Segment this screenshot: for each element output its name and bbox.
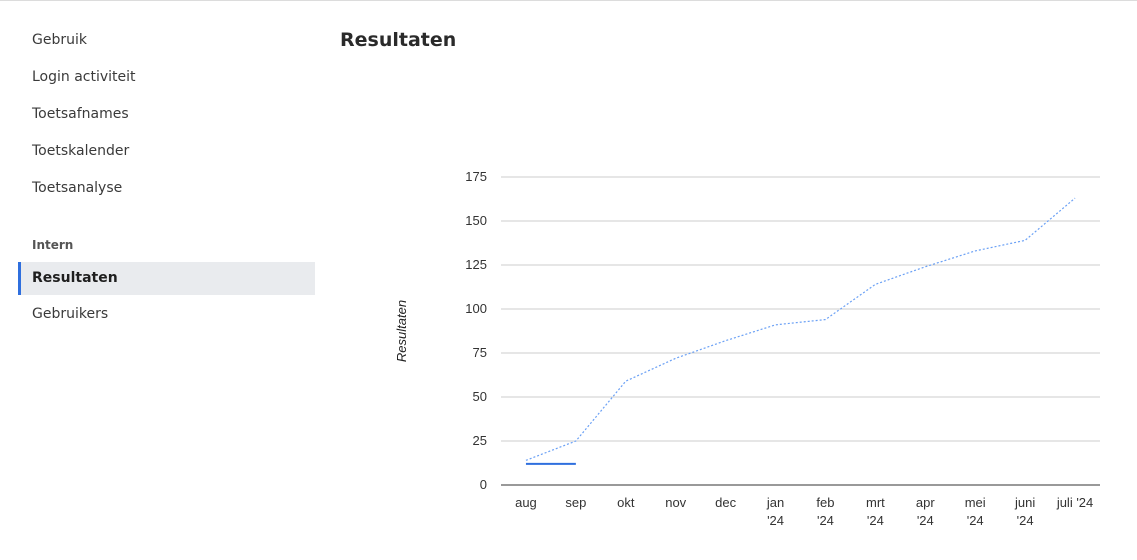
x-tick-line: '24: [917, 513, 934, 528]
x-tick-label: dec: [715, 495, 736, 510]
sidebar-item-resultaten[interactable]: Resultaten: [18, 262, 315, 295]
x-tick-line: juni: [1014, 495, 1035, 510]
y-tick-label: 100: [465, 301, 487, 316]
x-tick-label: mei '24: [965, 495, 986, 528]
x-tick-label: juni '24: [1014, 495, 1035, 528]
x-tick-line: mrt: [866, 495, 885, 510]
y-tick-label: 50: [473, 389, 487, 404]
page-title: Resultaten: [340, 29, 457, 51]
series-line-dotted: [525, 197, 1076, 461]
chart-series: [525, 197, 1076, 465]
sidebar-section-intern: Intern: [32, 238, 74, 252]
x-tick-label: mrt '24: [866, 495, 885, 528]
y-tick-label: 175: [465, 169, 487, 184]
x-tick-line: okt: [617, 495, 635, 510]
y-tick-label: 150: [465, 213, 487, 228]
x-tick-line: '24: [967, 513, 984, 528]
y-tick-label: 0: [480, 477, 487, 492]
sidebar-item-toetsanalyse[interactable]: Toetsanalyse: [32, 180, 123, 196]
chart-y-ticks: 0 25 50 75 100 125 150 175: [465, 169, 487, 492]
results-line-chart: 0 25 50 75 100 125 150 175 aug sep okt nov dec jan '2…: [394, 169, 1100, 528]
x-tick-line: apr: [916, 495, 935, 510]
x-tick-line: dec: [715, 495, 736, 510]
x-tick-label: apr '24: [916, 495, 935, 528]
x-tick-label: aug: [515, 495, 537, 510]
sidebar-item-gebruik[interactable]: Gebruik: [32, 32, 87, 48]
x-tick-line: '24: [767, 513, 784, 528]
x-tick-label: sep: [565, 495, 586, 510]
sidebar-item-toetsafnames[interactable]: Toetsafnames: [32, 106, 129, 122]
sidebar: Gebruik Login activiteit Toetsafnames To…: [0, 0, 320, 560]
x-tick-line: nov: [665, 495, 686, 510]
x-tick-line: feb: [816, 495, 834, 510]
x-tick-line: aug: [515, 495, 537, 510]
x-tick-line: juli '24: [1056, 495, 1093, 510]
x-tick-line: jan: [766, 495, 784, 510]
x-tick-label: nov: [665, 495, 686, 510]
sidebar-item-login-activiteit[interactable]: Login activiteit: [32, 69, 136, 85]
x-tick-line: sep: [565, 495, 586, 510]
sidebar-item-gebruikers[interactable]: Gebruikers: [32, 306, 109, 322]
x-tick-label: okt: [617, 495, 635, 510]
x-tick-line: '24: [817, 513, 834, 528]
x-tick-line: mei: [965, 495, 986, 510]
sidebar-item-toetskalender[interactable]: Toetskalender: [32, 143, 130, 159]
x-tick-line: '24: [1017, 513, 1034, 528]
top-divider: [0, 0, 1137, 1]
x-tick-label: feb '24: [816, 495, 834, 528]
chart-gridlines: [501, 176, 1100, 486]
x-tick-label: juli '24: [1056, 495, 1093, 510]
y-tick-label: 75: [473, 345, 487, 360]
y-tick-label: 125: [465, 257, 487, 272]
y-axis-title: Resultaten: [394, 300, 409, 362]
y-tick-label: 25: [473, 433, 487, 448]
x-tick-line: '24: [867, 513, 884, 528]
x-tick-label: jan '24: [766, 495, 784, 528]
